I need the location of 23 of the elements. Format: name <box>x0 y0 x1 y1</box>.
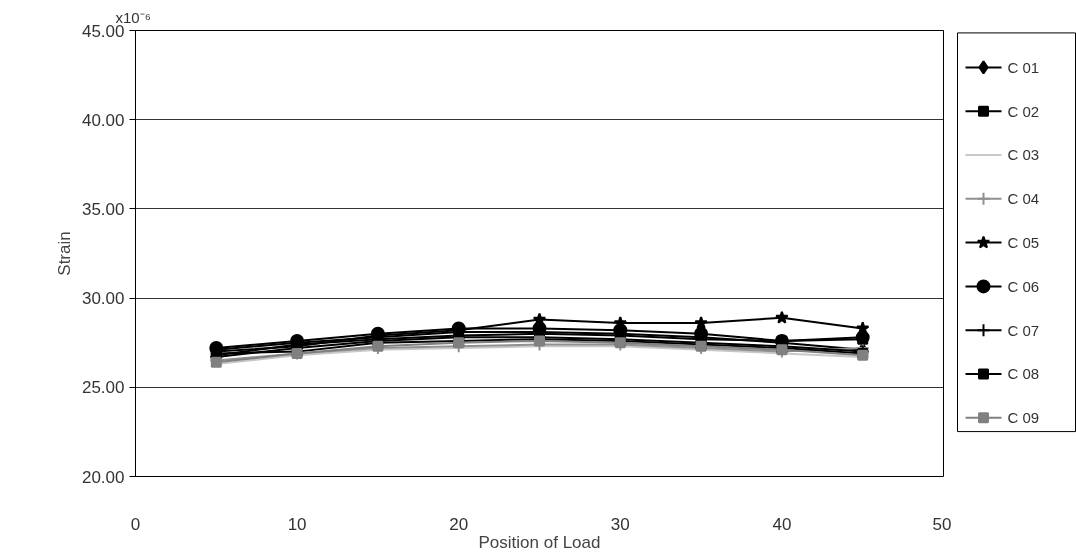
legend-label: C 02 <box>1007 102 1040 120</box>
x-tick-label: 10 <box>287 514 307 534</box>
legend-label: C 04 <box>1007 190 1040 208</box>
legend-label: C 08 <box>1007 365 1040 383</box>
legend-label: C 03 <box>1007 146 1040 164</box>
x-tick-label: 30 <box>610 514 630 534</box>
y-tick-label: 30.00 <box>81 289 125 309</box>
legend-label: C 09 <box>1007 409 1040 427</box>
legend-label: C 06 <box>1007 277 1040 295</box>
x-axis-title: Position of Load <box>478 532 601 552</box>
x-tick-label: 0 <box>130 514 141 534</box>
x-tick-label: 50 <box>932 514 952 534</box>
x-tick-label: 20 <box>449 514 469 534</box>
legend-label: C 07 <box>1007 321 1040 339</box>
y-tick-label: 25.00 <box>81 378 125 398</box>
y-tick-label: 40.00 <box>81 110 125 130</box>
x-tick-label: 40 <box>772 514 792 534</box>
y-axis-title: Strain <box>54 231 74 276</box>
y-tick-label: 35.00 <box>81 199 125 219</box>
legend-label: C 01 <box>1007 58 1040 76</box>
y-tick-label: 20.00 <box>81 467 125 487</box>
text: x10⁻⁶ <box>115 8 151 26</box>
legend-label: C 05 <box>1007 234 1040 252</box>
